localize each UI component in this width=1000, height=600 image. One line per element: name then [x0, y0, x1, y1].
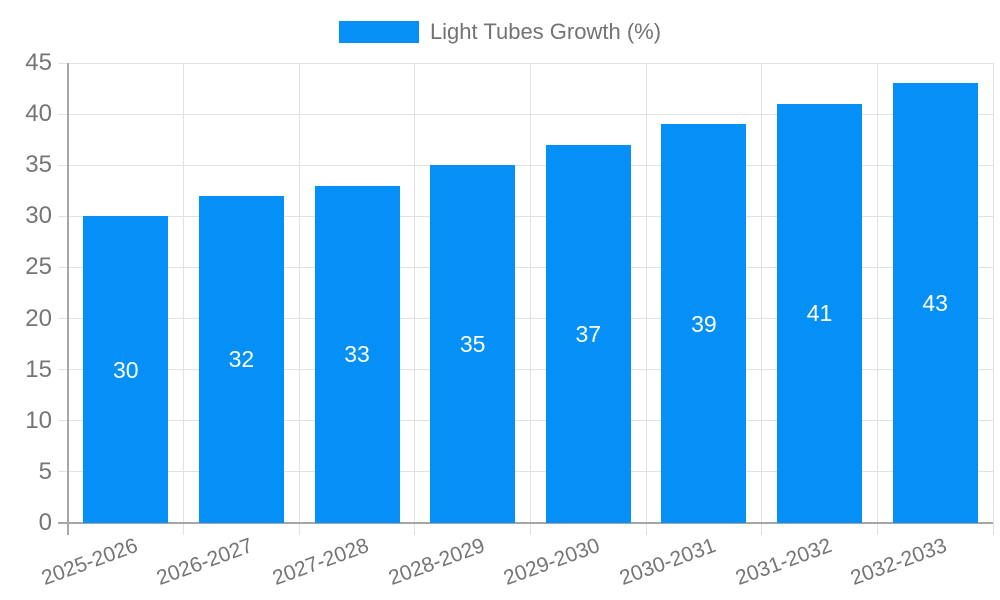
y-tick-label: 20	[25, 304, 52, 332]
bar-value-label: 43	[922, 290, 948, 317]
bar: 33	[314, 185, 400, 523]
y-gridline	[58, 318, 993, 320]
y-tick-label: 25	[25, 253, 52, 281]
x-gridline	[992, 63, 994, 535]
x-gridline	[298, 63, 300, 535]
x-gridline	[876, 63, 878, 535]
y-tick-label: 35	[25, 151, 52, 179]
y-gridline	[58, 164, 993, 166]
y-gridline	[58, 113, 993, 115]
y-tick-label: 5	[38, 457, 52, 485]
y-tick-label: 40	[25, 100, 52, 128]
x-gridline	[761, 63, 763, 535]
bar-value-label: 41	[806, 300, 833, 327]
y-gridline	[58, 215, 993, 217]
legend: Light Tubes Growth (%)	[0, 17, 1000, 47]
bar: 30	[83, 216, 169, 523]
bar-value-label: 32	[228, 346, 255, 373]
x-axis-line	[58, 522, 993, 524]
bar: 41	[777, 103, 863, 523]
x-gridline	[645, 63, 647, 535]
y-tick-label: 15	[25, 355, 52, 383]
bar-value-label: 30	[113, 356, 139, 383]
y-tick-label: 10	[25, 406, 52, 434]
x-gridline	[530, 63, 531, 535]
y-gridline	[58, 369, 993, 371]
y-gridline	[58, 471, 993, 473]
y-tick-label: 45	[25, 49, 52, 76]
bar: 37	[545, 144, 631, 523]
y-gridline	[58, 420, 993, 422]
x-gridline	[414, 63, 416, 535]
bar: 32	[198, 195, 284, 523]
bar-value-label: 39	[691, 310, 717, 337]
bar-value-label: 35	[459, 331, 486, 358]
bar: 43	[892, 83, 978, 523]
y-tick-label: 0	[38, 509, 52, 536]
y-axis-line	[67, 63, 69, 535]
bar: 35	[430, 165, 516, 523]
legend-label: Light Tubes Growth (%)	[429, 19, 662, 44]
bar-value-label: 37	[575, 320, 602, 347]
x-gridline	[183, 63, 185, 535]
y-gridline	[58, 266, 993, 268]
legend-swatch	[338, 21, 419, 43]
bar: 39	[661, 124, 747, 523]
y-gridline	[58, 62, 993, 64]
bar-value-label: 33	[344, 341, 370, 368]
y-tick-label: 30	[25, 202, 52, 230]
